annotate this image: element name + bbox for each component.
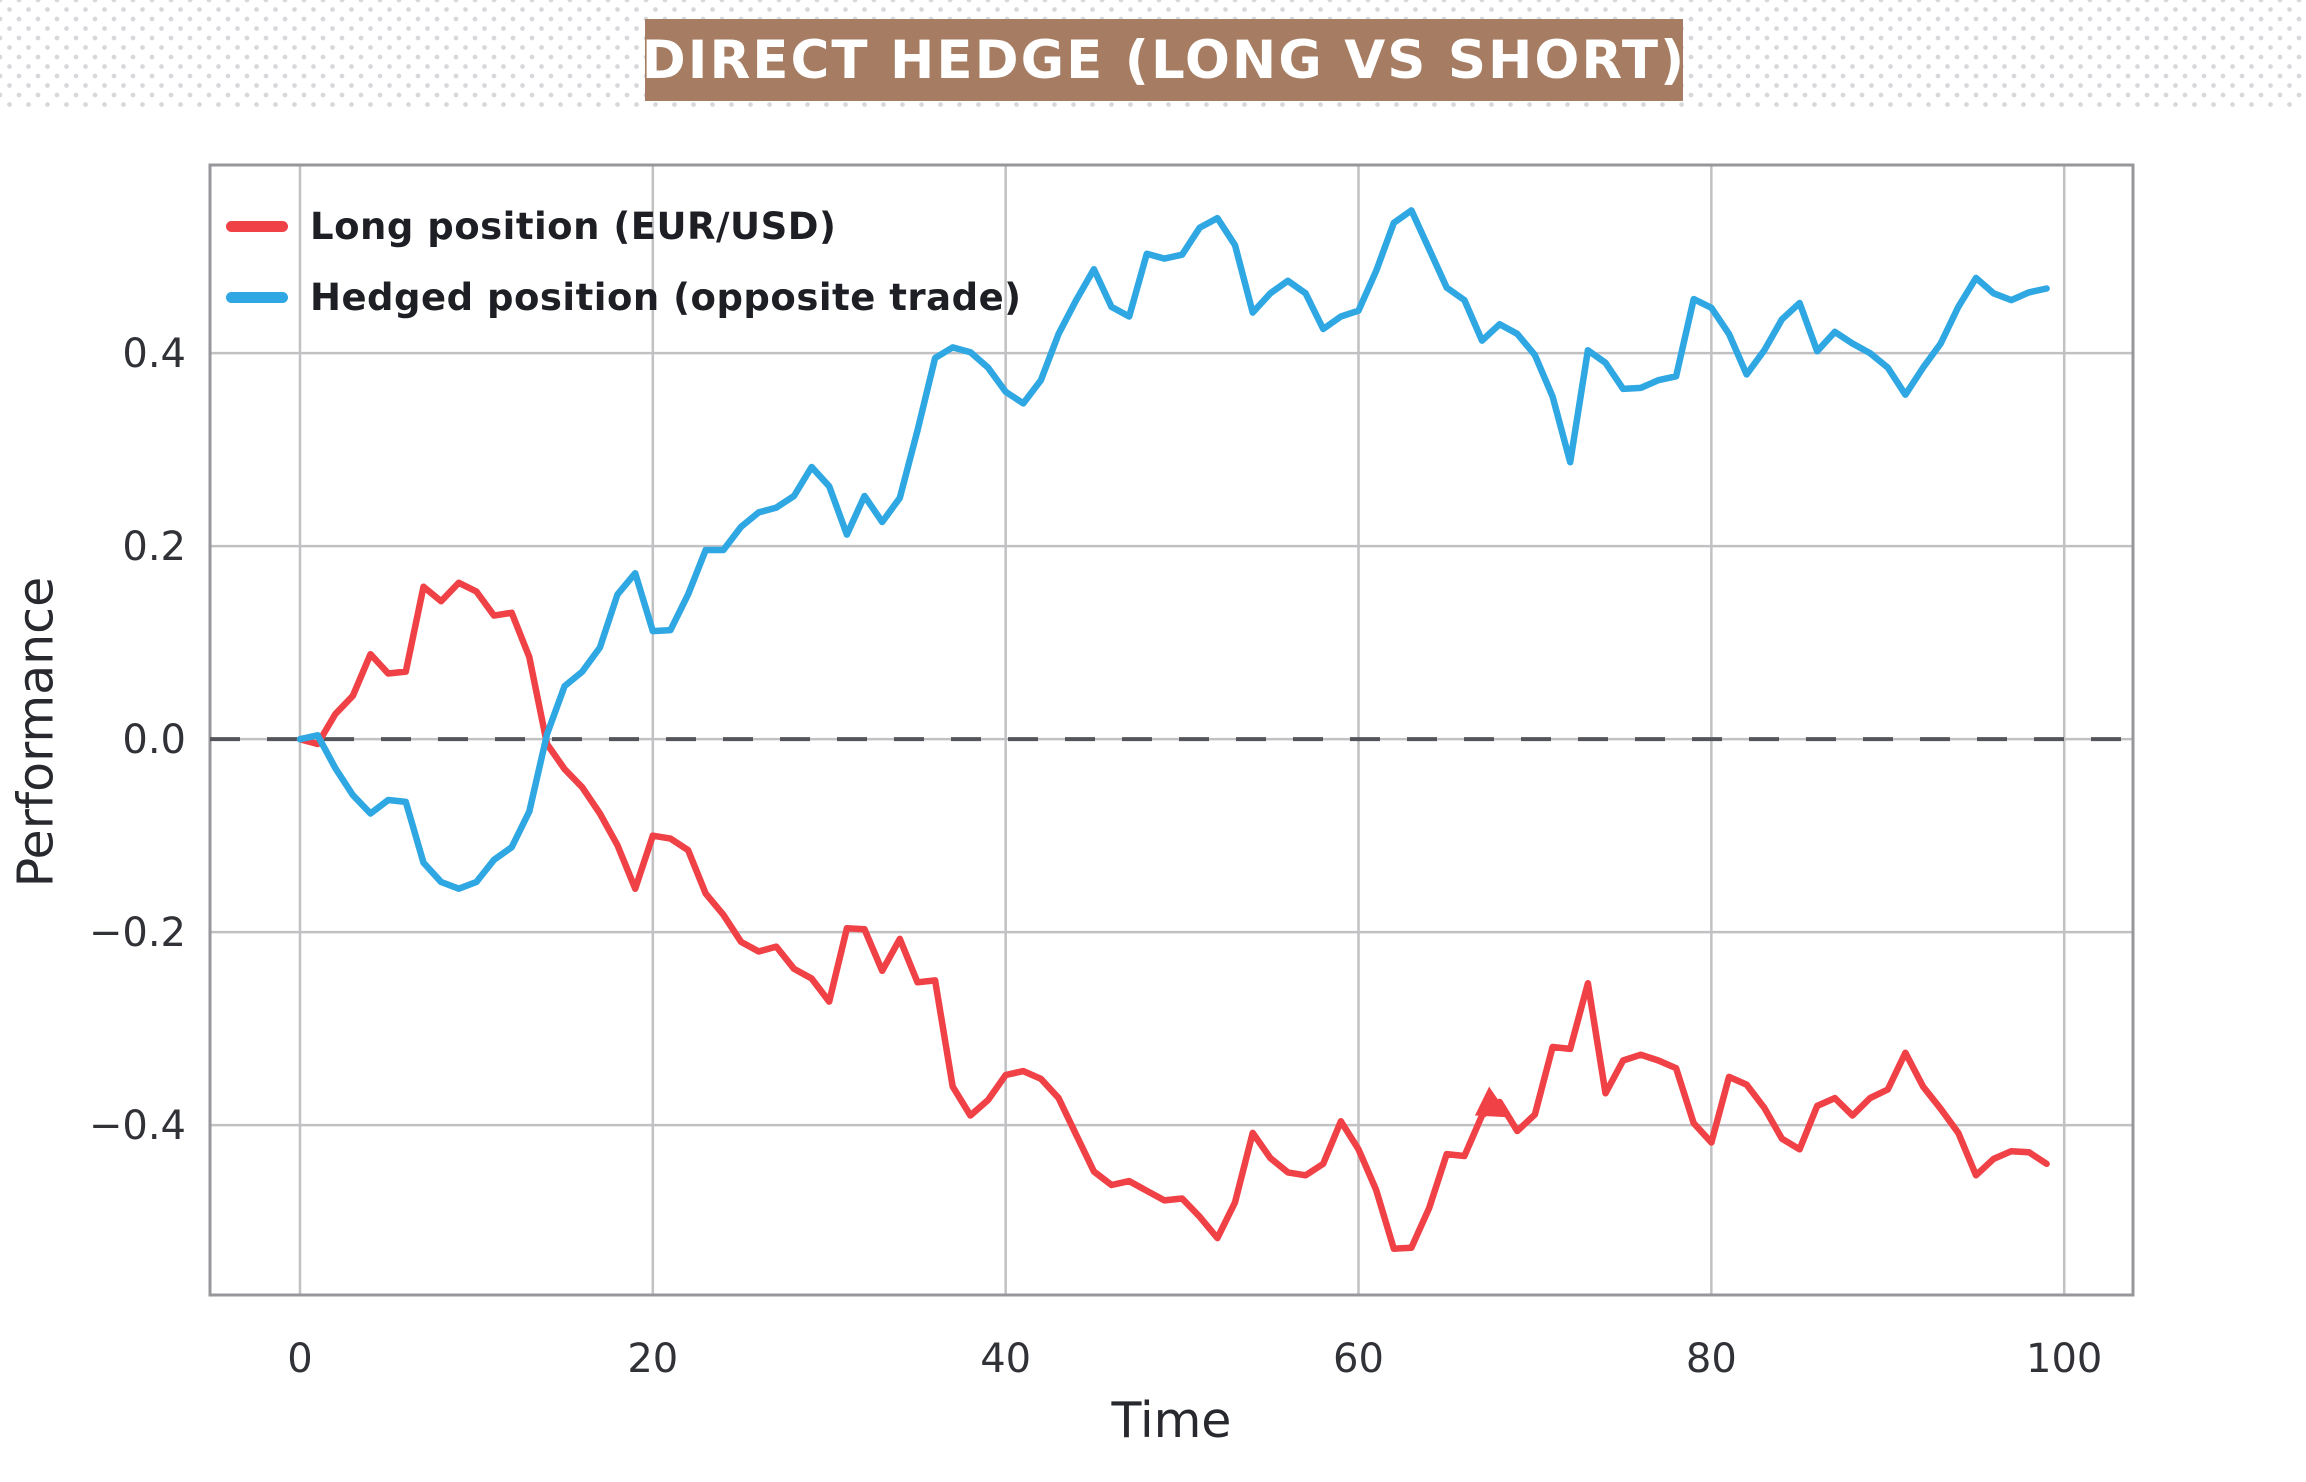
chart-title-banner: DIRECT HEDGE (LONG VS SHORT) xyxy=(641,19,1687,101)
x-tick-label: 40 xyxy=(980,1336,1031,1382)
y-tick-label: 0.4 xyxy=(122,331,186,377)
y-tick-label: 0.2 xyxy=(122,524,186,570)
x-tick-label: 0 xyxy=(287,1336,312,1382)
long-line-artifact-wedge xyxy=(1474,1086,1511,1118)
hedged-series-swatch xyxy=(226,291,288,303)
x-tick-label: 100 xyxy=(2026,1336,2102,1382)
x-axis-label: Time xyxy=(1111,1392,1232,1449)
y-tick-label: −0.2 xyxy=(89,910,186,956)
long-series-swatch xyxy=(226,220,288,232)
y-axis-label: Performance xyxy=(7,576,65,888)
legend-item-hedged: Hedged position (opposite trade) xyxy=(226,274,1022,320)
y-tick-label: −0.4 xyxy=(89,1103,186,1149)
hedged-series-label: Hedged position (opposite trade) xyxy=(310,275,1022,319)
y-tick-label: 0.0 xyxy=(122,717,186,763)
x-tick-label: 80 xyxy=(1686,1336,1737,1382)
long-position-line xyxy=(296,579,2050,1252)
x-tick-label: 60 xyxy=(1333,1336,1384,1382)
x-tick-label: 20 xyxy=(627,1336,678,1382)
hedged-position-line xyxy=(296,207,2050,892)
plot-border xyxy=(208,163,2135,1297)
long-series-label: Long position (EUR/USD) xyxy=(310,204,837,248)
chart-legend: Long position (EUR/USD) Hedged position … xyxy=(226,203,1022,320)
legend-item-long: Long position (EUR/USD) xyxy=(226,203,1022,249)
chart-title: DIRECT HEDGE (LONG VS SHORT) xyxy=(641,29,1687,91)
